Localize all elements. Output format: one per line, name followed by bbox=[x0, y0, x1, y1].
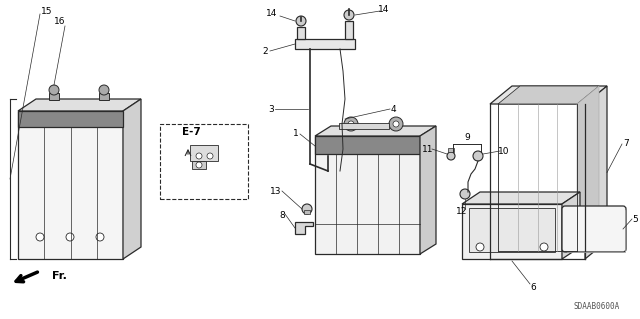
Circle shape bbox=[302, 204, 312, 214]
Polygon shape bbox=[498, 86, 599, 104]
Text: 7: 7 bbox=[623, 139, 629, 149]
Circle shape bbox=[344, 117, 358, 131]
Circle shape bbox=[393, 121, 399, 127]
Bar bbox=[469, 208, 555, 252]
Text: 15: 15 bbox=[41, 6, 52, 16]
Polygon shape bbox=[462, 192, 580, 204]
Bar bbox=[448, 148, 454, 152]
Polygon shape bbox=[577, 86, 599, 251]
Text: 11: 11 bbox=[422, 145, 434, 153]
Text: 14: 14 bbox=[378, 5, 390, 14]
Polygon shape bbox=[420, 126, 436, 254]
Bar bbox=[315, 136, 420, 154]
Bar bbox=[304, 210, 310, 214]
Text: 10: 10 bbox=[499, 146, 509, 155]
FancyBboxPatch shape bbox=[562, 206, 626, 252]
Bar bbox=[49, 93, 59, 100]
Circle shape bbox=[460, 189, 470, 199]
Text: 16: 16 bbox=[54, 18, 66, 26]
Bar bbox=[462, 204, 562, 259]
Text: E-7: E-7 bbox=[182, 127, 201, 137]
Polygon shape bbox=[315, 126, 436, 136]
Polygon shape bbox=[295, 222, 313, 234]
Text: 13: 13 bbox=[270, 187, 282, 196]
Text: 1: 1 bbox=[293, 130, 299, 138]
Circle shape bbox=[49, 85, 59, 95]
Circle shape bbox=[36, 233, 44, 241]
Text: 14: 14 bbox=[266, 9, 278, 18]
Text: 4: 4 bbox=[390, 105, 396, 114]
Circle shape bbox=[196, 162, 202, 168]
Bar bbox=[295, 39, 355, 49]
Bar bbox=[297, 27, 305, 39]
Circle shape bbox=[476, 243, 484, 251]
Polygon shape bbox=[18, 99, 141, 111]
Text: 8: 8 bbox=[279, 211, 285, 220]
Bar bbox=[18, 111, 123, 259]
Polygon shape bbox=[585, 86, 607, 259]
Bar bbox=[192, 161, 206, 169]
Text: 5: 5 bbox=[632, 214, 638, 224]
Bar bbox=[18, 111, 123, 127]
Circle shape bbox=[207, 153, 213, 159]
Text: Fr.: Fr. bbox=[52, 271, 67, 281]
Bar bbox=[345, 21, 353, 39]
Circle shape bbox=[540, 243, 548, 251]
Polygon shape bbox=[562, 192, 580, 259]
Circle shape bbox=[99, 85, 109, 95]
Text: 2: 2 bbox=[262, 47, 268, 56]
Polygon shape bbox=[123, 99, 141, 259]
Circle shape bbox=[296, 16, 306, 26]
Bar bbox=[339, 123, 389, 129]
Text: 3: 3 bbox=[268, 105, 274, 114]
Circle shape bbox=[344, 10, 354, 20]
Text: 6: 6 bbox=[530, 283, 536, 292]
Circle shape bbox=[389, 117, 403, 131]
Text: 12: 12 bbox=[456, 207, 468, 217]
Text: SDAAB0600A: SDAAB0600A bbox=[573, 302, 620, 311]
Bar bbox=[190, 145, 218, 161]
Bar bbox=[315, 136, 420, 254]
Bar bbox=[99, 93, 109, 100]
Bar bbox=[160, 124, 248, 199]
Circle shape bbox=[196, 153, 202, 159]
Circle shape bbox=[66, 233, 74, 241]
Polygon shape bbox=[490, 86, 607, 104]
Circle shape bbox=[447, 152, 455, 160]
Circle shape bbox=[96, 233, 104, 241]
Text: 9: 9 bbox=[464, 133, 470, 143]
Circle shape bbox=[473, 151, 483, 161]
Circle shape bbox=[348, 121, 354, 127]
